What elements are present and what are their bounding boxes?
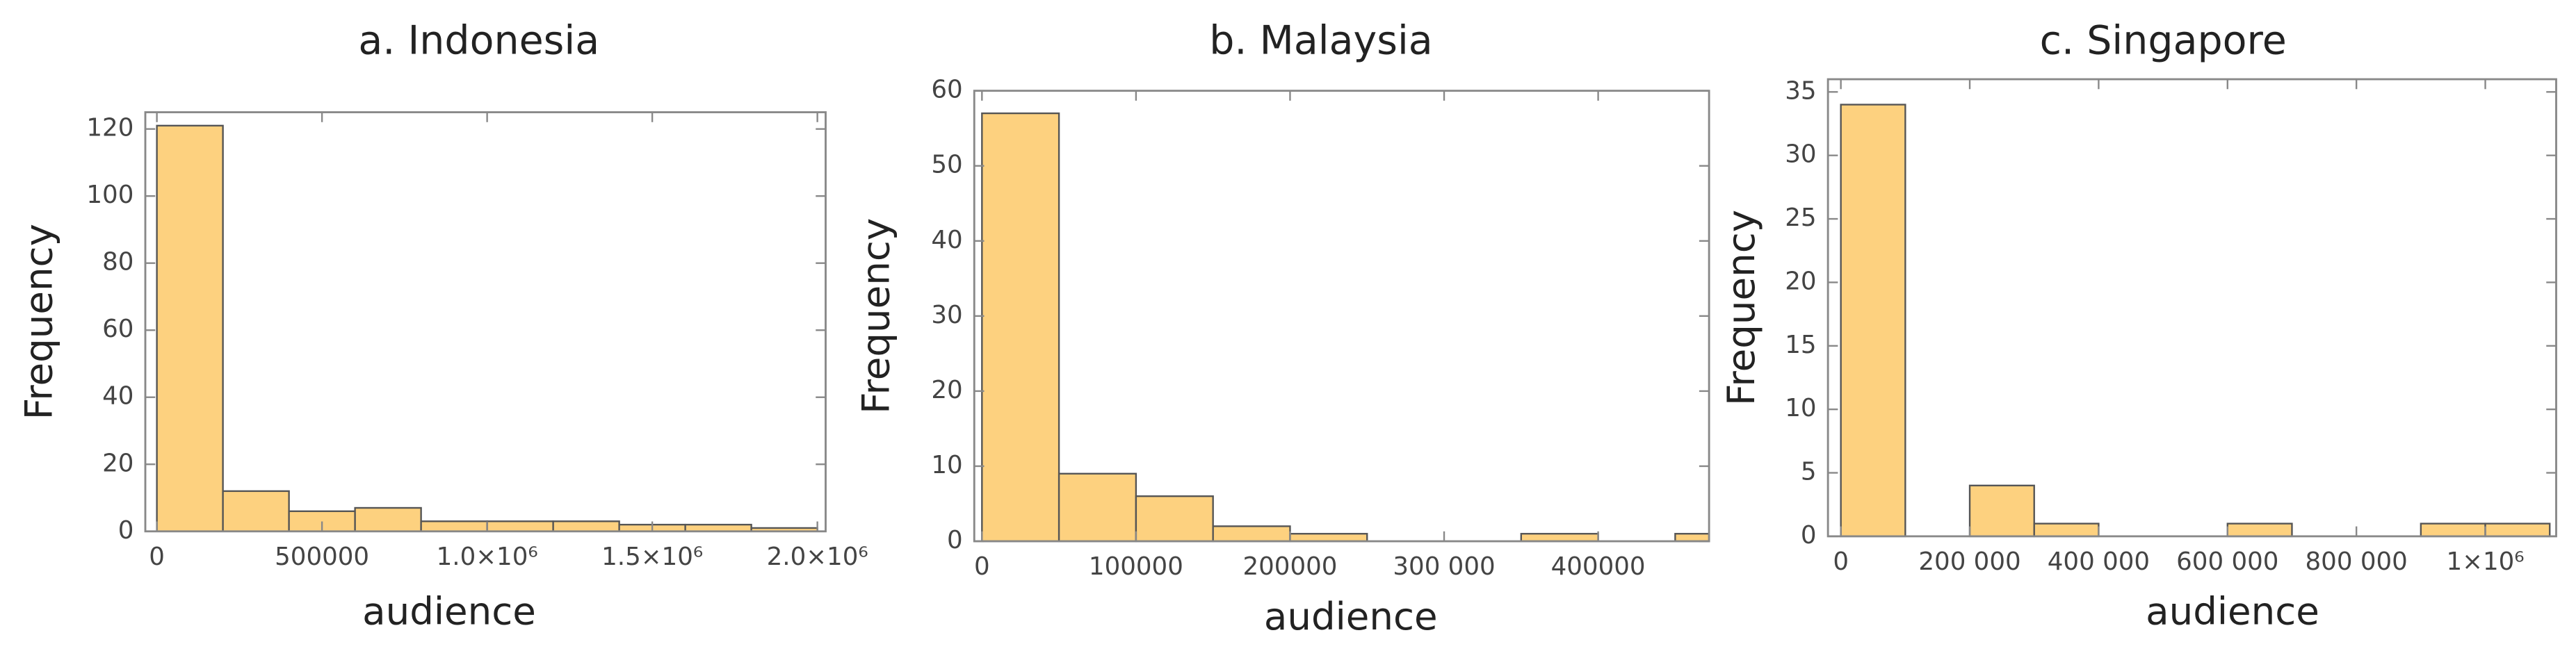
bar	[420, 520, 488, 532]
x-tick-label: 500000	[275, 543, 369, 571]
bar	[684, 523, 752, 532]
y-tick-label: 40	[931, 226, 962, 254]
x-tick-label: 0	[149, 543, 165, 571]
x-tick-label: 1×10⁶	[2446, 547, 2524, 576]
x-tick-label: 200 000	[1918, 547, 2020, 576]
chart-title: c. Singapore	[2040, 17, 2287, 63]
y-tick-label: 50	[931, 151, 962, 179]
y-tick-label: 40	[102, 382, 133, 411]
bar	[1840, 104, 1906, 538]
x-tick-label: 400000	[1551, 552, 1646, 581]
plot-frame	[1826, 78, 2557, 538]
y-axis-label: Frequency	[854, 218, 898, 414]
x-tick-label: 0	[974, 552, 990, 581]
y-tick-label: 0	[947, 526, 963, 554]
y-tick-label: 5	[1801, 458, 1817, 486]
x-tick-label: 200000	[1242, 552, 1337, 581]
y-tick-label: 60	[102, 315, 133, 343]
panel: c. Singapore audience Frequency 0 200 000 400…	[1719, 17, 2557, 634]
bar	[1968, 484, 2035, 538]
chart-title: b. Malaysia	[1209, 17, 1433, 63]
y-tick-label: 20	[102, 449, 133, 477]
x-tick-label: 800 000	[2306, 547, 2408, 576]
bar	[2420, 522, 2486, 538]
bar	[222, 490, 290, 532]
y-tick-label: 0	[1801, 521, 1817, 550]
bar	[1058, 472, 1137, 543]
y-axis-label: Frequency	[1719, 210, 1763, 406]
bar	[1520, 533, 1599, 543]
y-tick-label: 30	[1785, 140, 1816, 169]
x-tick-label: 2.0×10⁶	[767, 543, 868, 571]
x-tick-label: 0	[1833, 547, 1849, 576]
x-tick-label: 300 000	[1393, 552, 1495, 581]
x-axis-label: audience	[362, 589, 536, 634]
y-tick-label: 20	[931, 376, 962, 404]
bar	[2226, 522, 2293, 538]
y-tick-label: 35	[1785, 76, 1816, 105]
bar	[1212, 525, 1291, 543]
bar	[552, 520, 620, 532]
y-tick-label: 30	[931, 301, 962, 329]
bar	[981, 112, 1060, 543]
panel: b. Malaysia audience Frequency 0 100000 20000…	[854, 17, 1710, 638]
panel: a. Indonesia audience Frequency 0 500000 1.0×…	[17, 17, 868, 633]
x-tick-label: 600 000	[2176, 547, 2278, 576]
x-tick-label: 1.5×10⁶	[601, 543, 703, 571]
bar	[1674, 533, 1710, 543]
y-tick-label: 10	[931, 451, 962, 479]
y-axis-label: Frequency	[17, 224, 61, 420]
x-axis-label: audience	[1264, 594, 1438, 638]
plot-frame	[144, 111, 827, 533]
bar	[354, 506, 422, 532]
y-tick-label: 60	[931, 76, 962, 104]
x-tick-label: 100000	[1089, 552, 1183, 581]
bar	[1135, 495, 1214, 543]
x-tick-label: 1.0×10⁶	[437, 543, 538, 571]
y-tick-label: 100	[86, 181, 133, 209]
x-axis-label: audience	[2146, 589, 2319, 634]
y-tick-label: 15	[1785, 331, 1816, 359]
bar	[1289, 533, 1368, 543]
bar	[2033, 522, 2100, 538]
chart-title: a. Indonesia	[358, 17, 599, 63]
x-tick-label: 400 000	[2048, 547, 2150, 576]
y-tick-label: 10	[1785, 394, 1816, 422]
bar	[156, 124, 224, 532]
bar	[2484, 522, 2551, 538]
y-tick-label: 0	[118, 516, 134, 545]
y-tick-label: 20	[1785, 267, 1816, 295]
y-tick-label: 80	[102, 248, 133, 277]
y-tick-label: 25	[1785, 204, 1816, 232]
y-tick-label: 120	[86, 114, 133, 142]
bar	[486, 520, 554, 532]
